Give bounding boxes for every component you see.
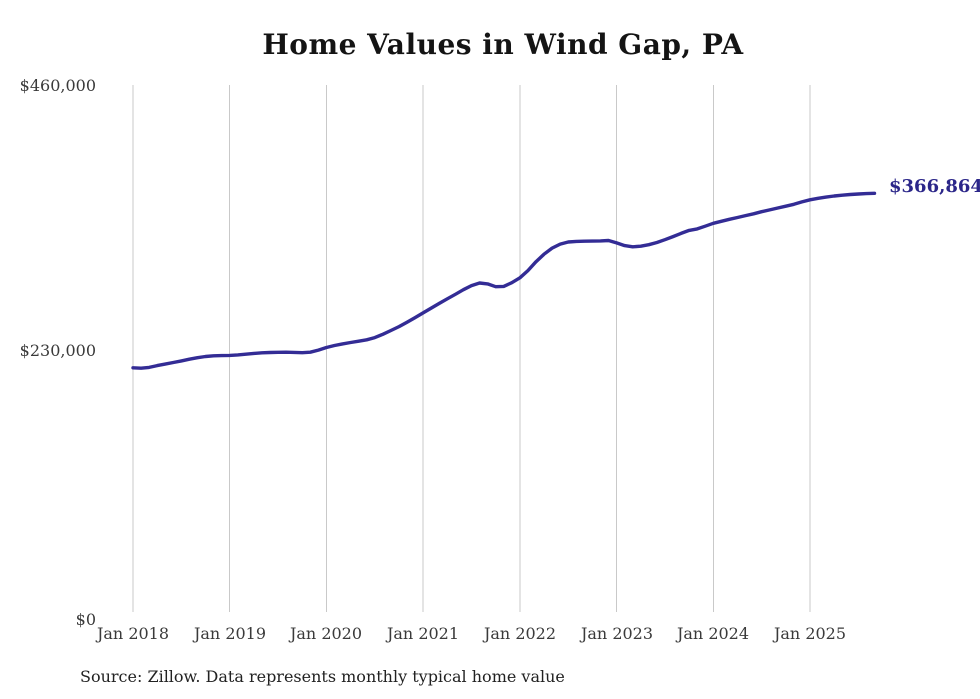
y-axis-tick-460k: $460,000 (19, 76, 96, 95)
chart-title: Home Values in Wind Gap, PA (262, 28, 744, 61)
source-note: Source: Zillow. Data represents monthly … (80, 667, 565, 686)
x-axis-tick-2024: Jan 2024 (676, 624, 750, 643)
x-axis-tick-2022: Jan 2022 (483, 624, 557, 643)
y-axis-tick-0: $0 (75, 610, 96, 629)
x-axis-tick-2019: Jan 2019 (193, 624, 267, 643)
home-value-line (131, 191, 877, 370)
x-axis-tick-2021: Jan 2021 (386, 624, 460, 643)
x-axis-tick-2020: Jan 2020 (289, 624, 363, 643)
y-axis-tick-230k: $230,000 (19, 341, 96, 360)
x-axis-tick-2025: Jan 2025 (773, 624, 847, 643)
gridlines-group (132, 85, 811, 612)
x-axis-tick-2023: Jan 2023 (580, 624, 654, 643)
final-value-label: $366,864 (889, 176, 980, 197)
x-axis-tick-2018: Jan 2018 (96, 624, 170, 643)
